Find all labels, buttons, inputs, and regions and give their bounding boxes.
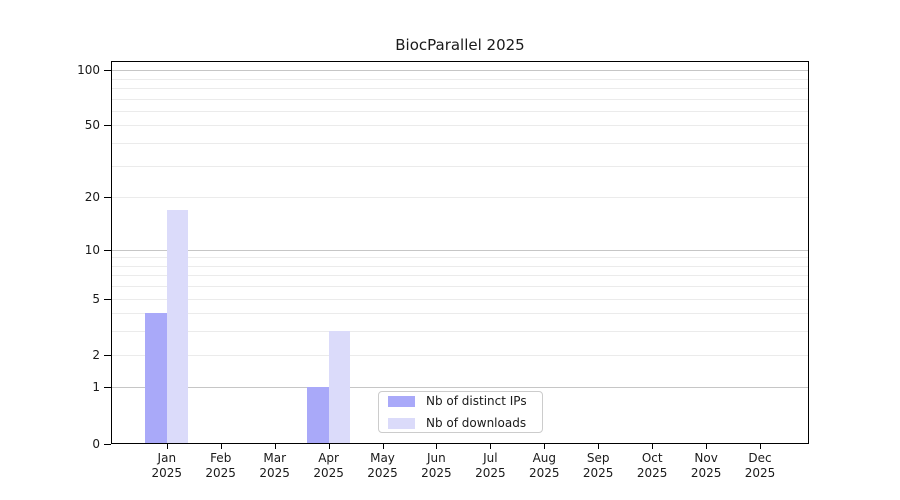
bar-downloads-jan (166, 209, 189, 443)
legend-swatch-downloads (388, 417, 415, 429)
x-tick (490, 444, 492, 449)
y-tick-label: 5 (92, 291, 100, 306)
x-tick-label-year: 2025 (636, 466, 668, 480)
y-tick-label: 50 (84, 118, 100, 133)
minor-gridline (112, 331, 808, 333)
x-tick-label-month: Apr (318, 451, 339, 465)
minor-gridline (112, 125, 808, 127)
x-tick-label: Oct 2025 (624, 451, 680, 481)
minor-gridline (112, 275, 808, 277)
x-tick (220, 444, 222, 449)
x-tick-label: Feb 2025 (193, 451, 249, 481)
legend-label-downloads: Nb of downloads (426, 416, 527, 430)
x-tick (382, 444, 384, 449)
x-tick-label-month: Mar (263, 451, 286, 465)
y-tick-label: 20 (84, 190, 100, 205)
minor-gridline (112, 313, 808, 315)
x-tick-label-year: 2025 (421, 466, 452, 480)
minor-gridline (112, 165, 808, 167)
x-tick-label-month: May (370, 451, 395, 465)
x-tick-label-month: Jun (427, 451, 446, 465)
minor-gridline (112, 286, 808, 288)
major-gridline (112, 387, 808, 389)
y-tick-label: 10 (84, 242, 100, 257)
x-tick-label-month: Dec (748, 451, 772, 465)
x-tick (760, 444, 761, 449)
x-tick-label-year: 2025 (744, 466, 776, 480)
x-tick (598, 444, 600, 449)
x-tick-label: Apr 2025 (301, 451, 357, 481)
bar-distinct-ips-jan (145, 313, 167, 443)
x-tick (706, 444, 708, 449)
x-tick-label-year: 2025 (475, 466, 506, 480)
x-tick-label-month: Jan (157, 451, 177, 465)
x-tick (274, 444, 276, 449)
y-tick (104, 249, 111, 251)
y-tick-label: 1 (92, 380, 100, 395)
x-tick (328, 444, 330, 449)
x-tick-label: Dec 2025 (732, 451, 788, 481)
legend-item-distinct-ips: Nb of distinct IPs (388, 394, 542, 408)
x-tick (544, 444, 546, 449)
x-tick-label: Mar 2025 (247, 451, 303, 481)
x-tick-label-year: 2025 (367, 466, 398, 480)
minor-gridline (112, 110, 808, 112)
x-tick-label-month: Oct (641, 451, 663, 465)
x-tick-label-year: 2025 (529, 466, 560, 480)
major-gridline (112, 70, 808, 72)
y-tick (104, 197, 111, 199)
x-tick-label-year: 2025 (205, 466, 236, 480)
legend-swatch-distinct-ips (388, 395, 415, 407)
y-tick (104, 70, 111, 72)
x-tick-label-year: 2025 (690, 466, 722, 480)
x-tick-label-year: 2025 (151, 466, 183, 480)
minor-gridline (112, 265, 808, 267)
y-tick-label: 0 (92, 436, 100, 451)
minor-gridline (112, 87, 808, 89)
x-tick-label-year: 2025 (259, 466, 290, 480)
legend-label-distinct-ips: Nb of distinct IPs (426, 394, 527, 408)
y-tick (104, 387, 111, 389)
minor-gridline (112, 78, 808, 80)
minor-gridline (112, 143, 808, 144)
chart-title: BiocParallel 2025 (395, 36, 525, 54)
minor-gridline (112, 298, 808, 300)
x-tick-label-year: 2025 (313, 466, 344, 480)
legend: Nb of distinct IPs Nb of downloads (378, 391, 543, 433)
x-tick (166, 444, 168, 449)
bar-distinct-ips-apr (307, 387, 329, 443)
minor-gridline (112, 354, 808, 356)
x-tick-label: May 2025 (355, 451, 411, 481)
y-tick-label: 100 (77, 63, 100, 78)
x-tick-label-month: Feb (210, 451, 232, 465)
x-tick-label-year: 2025 (582, 466, 614, 480)
y-tick (104, 125, 111, 127)
x-tick-label: Jul 2025 (462, 451, 518, 481)
x-tick-label-month: Jul (483, 451, 498, 465)
x-tick-label: Aug 2025 (516, 451, 572, 481)
minor-gridline (112, 197, 808, 199)
bar-downloads-apr (328, 331, 351, 443)
x-tick (652, 444, 654, 449)
y-tick (104, 443, 111, 445)
x-tick-label: Nov 2025 (678, 451, 734, 481)
y-tick (104, 354, 111, 356)
major-gridline (112, 249, 808, 251)
x-tick-label-month: Nov (694, 451, 718, 465)
y-tick-label: 2 (92, 347, 100, 362)
x-tick (436, 444, 438, 449)
minor-gridline (112, 257, 808, 259)
x-tick-label: Jun 2025 (408, 451, 464, 481)
x-tick-label-month: Sep (586, 451, 610, 465)
y-tick (104, 298, 111, 300)
minor-gridline (112, 98, 808, 100)
x-tick-label: Sep 2025 (570, 451, 626, 481)
x-tick-label-month: Aug (532, 451, 557, 465)
legend-item-downloads: Nb of downloads (388, 416, 542, 430)
x-tick-label: Jan 2025 (139, 451, 195, 481)
